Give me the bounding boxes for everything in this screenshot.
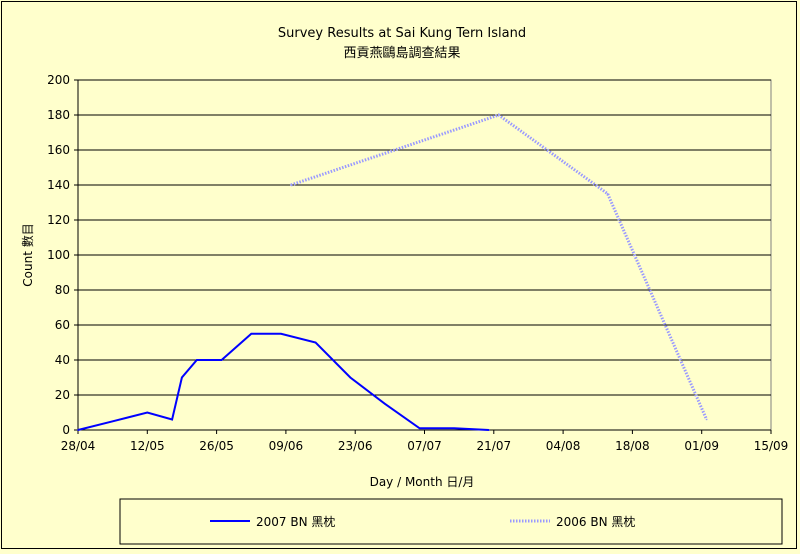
series-2-point: [290, 184, 292, 186]
y-tick-label: 0: [62, 423, 70, 437]
gridlines: [78, 79, 771, 396]
series-1-point: [384, 402, 386, 405]
y-tick-label: 40: [55, 353, 70, 367]
series-1-point: [111, 420, 114, 423]
x-tick-label: 21/07: [477, 439, 512, 453]
y-tick-label: 180: [47, 108, 70, 122]
series-2-point: [705, 418, 708, 421]
y-tick-label: 140: [47, 178, 70, 192]
series-1-point: [250, 332, 253, 335]
y-tick-label: 20: [55, 388, 70, 402]
y-tick-label: 60: [55, 318, 70, 332]
x-tick-label: 18/08: [615, 439, 650, 453]
legend-items: 2007 BN 黑枕 2006 BN 黑枕: [210, 514, 635, 529]
series-1-point: [181, 376, 183, 379]
chart-title: Survey Results at Sai Kung Tern Island: [278, 26, 526, 41]
y-tick-label: 200: [47, 73, 70, 87]
x-axis-label: Day / Month 日/月: [370, 475, 475, 489]
series-2-point: [606, 192, 609, 195]
series-1-point: [488, 429, 490, 431]
series-1-point: [349, 376, 352, 379]
series-1-point: [196, 359, 198, 361]
legend-label-1: 2007 BN 黑枕: [256, 514, 335, 529]
series-2-point: [497, 114, 500, 116]
x-tick-label: 23/06: [338, 439, 373, 453]
y-tick-label: 120: [47, 213, 70, 227]
series-layer: [77, 113, 708, 431]
series-1-point: [77, 429, 79, 431]
x-tick-label: 15/09: [754, 439, 789, 453]
y-tick-label: 80: [55, 283, 70, 297]
x-axis-ticks: 28/04 12/05 26/05 09/06 23/06 07/07 21/07 04/08…: [61, 430, 789, 453]
legend-label-2: 2006 BN 黑枕: [556, 514, 635, 529]
series-1-point: [220, 359, 223, 361]
x-tick-label: 01/09: [684, 439, 719, 453]
y-axis-label: Count 數目: [21, 223, 35, 286]
x-tick-label: 07/07: [407, 439, 442, 453]
chart-subtitle: 西貢燕鷗島調查結果: [343, 45, 460, 61]
series-1-point: [418, 427, 421, 430]
series-1-point: [314, 341, 317, 344]
x-tick-label: 04/08: [546, 439, 581, 453]
x-tick-label: 28/04: [61, 439, 96, 453]
y-tick-label: 160: [47, 143, 70, 157]
x-tick-label: 12/05: [130, 439, 165, 453]
series-1-point: [453, 427, 456, 430]
x-tick-label: 09/06: [269, 439, 304, 453]
series-1-point: [171, 418, 173, 421]
x-tick-label: 26/05: [199, 439, 234, 453]
series-1-point: [146, 411, 149, 414]
y-axis-ticks: 0 20 40 60 80 100 120 140 160 180 200: [47, 73, 78, 437]
y-tick-label: 100: [47, 248, 70, 262]
series-line-2: [290, 113, 708, 421]
series-1-point: [280, 332, 282, 335]
